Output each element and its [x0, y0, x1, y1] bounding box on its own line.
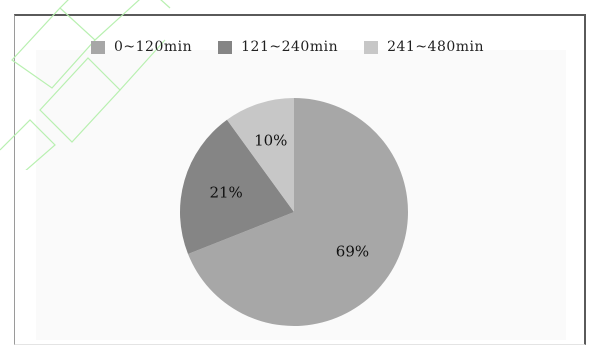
- slice-label: 10%: [254, 131, 287, 149]
- legend-item: 0~120min: [91, 39, 192, 55]
- legend-item: 241~480min: [364, 39, 484, 55]
- pie-slice: [188, 98, 408, 326]
- pie-slice: [226, 98, 294, 212]
- legend-swatch: [218, 40, 233, 54]
- slice-label: 69%: [336, 243, 369, 261]
- legend-item: 121~240min: [218, 39, 338, 55]
- legend-label: 0~120min: [114, 39, 193, 55]
- legend-label: 121~240min: [241, 39, 339, 55]
- legend-label: 241~480min: [387, 39, 485, 55]
- legend-swatch: [364, 40, 379, 54]
- legend-swatch: [91, 40, 105, 54]
- legend: 0~120min 121~240min 241~480min: [91, 36, 510, 58]
- pie-slice: [180, 119, 294, 254]
- slice-label: 21%: [209, 183, 242, 201]
